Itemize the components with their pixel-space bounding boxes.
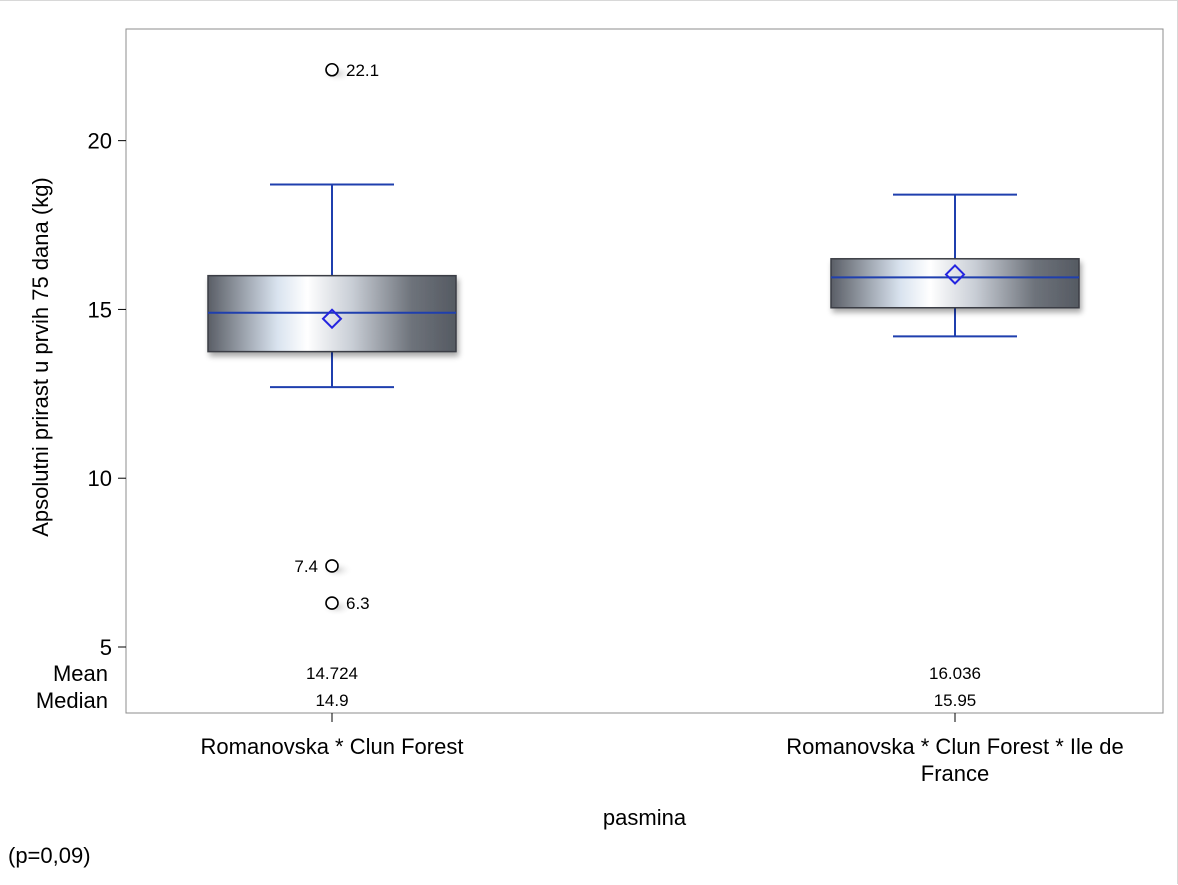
- box-group: [830, 193, 1080, 338]
- box-group: 22.1 7.4 6.3: [207, 61, 457, 617]
- x-tick-label: Romanovska * Clun Forest * Ile de: [786, 734, 1124, 759]
- outlier-label: 7.4: [294, 557, 318, 576]
- y-tick-label: 5: [100, 635, 112, 660]
- plot-frame: [125, 28, 1164, 714]
- x-tick-label: France: [921, 761, 989, 786]
- stats-value: 15.95: [934, 691, 977, 710]
- footnote-p-value: (p=0,09): [8, 843, 91, 868]
- stats-value: 14.9: [315, 691, 348, 710]
- stats-table: Mean 14.724 16.036 Median 14.9 15.95: [36, 661, 981, 713]
- axes-layer: 5 10 15 20 Apsolutni prirast u prvih 75 dana…: [28, 28, 1164, 714]
- outlier-point: [325, 559, 339, 573]
- boxes-layer: 22.1 7.4 6.3: [207, 61, 1080, 617]
- y-tick-label: 20: [88, 129, 112, 154]
- x-axis-label: pasmina: [603, 805, 687, 830]
- x-tick-label: Romanovska * Clun Forest: [201, 734, 464, 759]
- mean-marker: [944, 264, 966, 285]
- mean-marker: [321, 308, 343, 330]
- stats-value: 16.036: [929, 664, 981, 683]
- stats-row-label: Mean: [53, 661, 108, 686]
- outlier-point: [325, 62, 339, 77]
- outlier-label: 6.3: [346, 594, 370, 613]
- stats-value: 14.724: [306, 664, 358, 683]
- y-tick-label: 15: [88, 297, 112, 322]
- outlier-label: 22.1: [346, 61, 379, 80]
- stats-row-label: Median: [36, 688, 108, 713]
- y-axis-label: Apsolutni prirast u prvih 75 dana (kg): [28, 177, 53, 537]
- x-axis: Romanovska * Clun Forest Romanovska * Clu…: [201, 713, 1124, 830]
- y-tick-label: 10: [88, 466, 112, 491]
- outlier-point: [325, 596, 339, 610]
